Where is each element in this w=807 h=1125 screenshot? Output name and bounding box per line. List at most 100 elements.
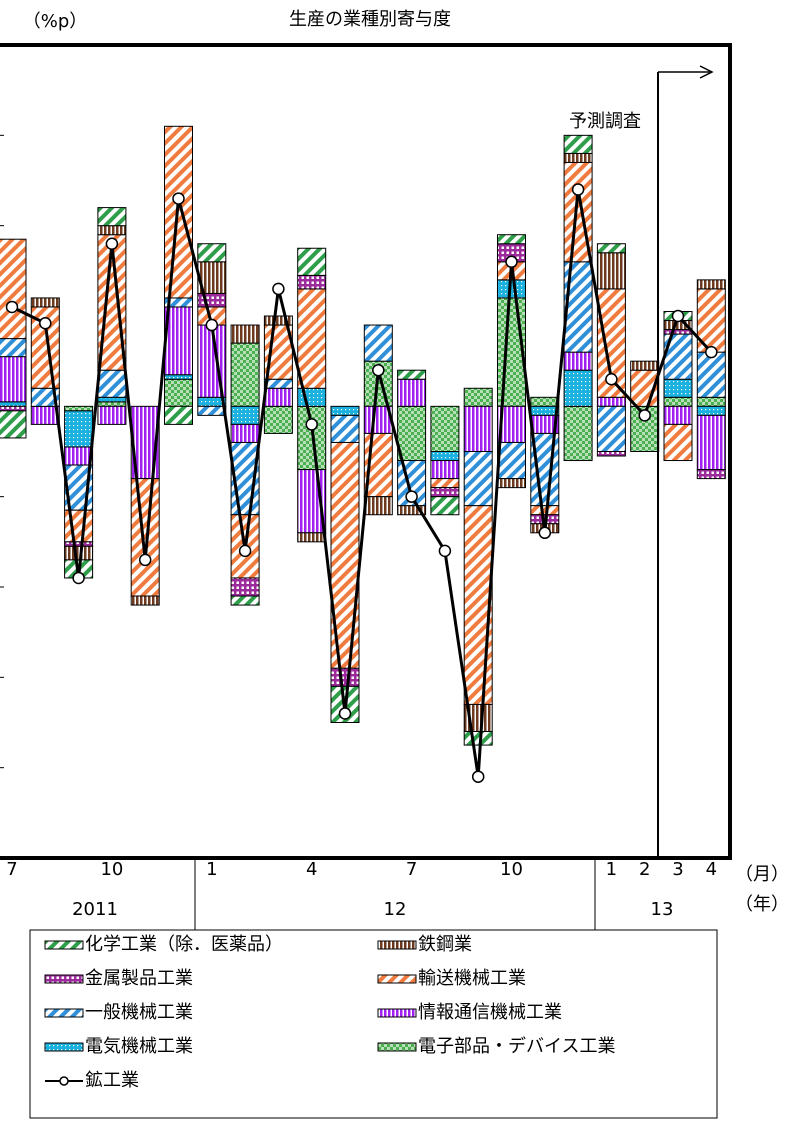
- bar-segment: [0, 405, 27, 412]
- bar-segment: [663, 378, 693, 398]
- bar-segment: [696, 414, 726, 471]
- line-point: [39, 316, 52, 330]
- bar-segment: [630, 360, 660, 371]
- bar-segment: [64, 446, 94, 466]
- line-point: [372, 363, 385, 377]
- bar-segment: [596, 252, 626, 290]
- bar-segment: [130, 595, 160, 606]
- bar-segment: [663, 396, 693, 407]
- legend-marker: [59, 1076, 69, 1086]
- legend-label: 輸送機械工業: [418, 968, 526, 989]
- year-unit: （年）: [735, 894, 789, 915]
- bar-segment: [263, 378, 293, 389]
- bar-segment: [230, 423, 260, 443]
- bar-segment: [197, 243, 227, 263]
- bar-segment: [530, 505, 560, 516]
- plot-area: [0, 125, 726, 783]
- bar-segment: [0, 410, 27, 439]
- bar-segment: [97, 396, 127, 403]
- bar-segment: [430, 460, 460, 480]
- line-point: [705, 345, 718, 359]
- bar-segment: [330, 414, 360, 443]
- bar-segment: [463, 405, 493, 453]
- x-tick-label: 7: [6, 859, 17, 880]
- legend-label: 電気機械工業: [85, 1036, 193, 1057]
- bar-segment: [430, 487, 460, 498]
- legend-label: 電子部品・デバイス工業: [418, 1036, 615, 1057]
- line-series: [11, 189, 713, 777]
- bar-segment: [263, 405, 293, 434]
- bar-segment: [530, 396, 560, 407]
- legend-swatch: [44, 1042, 84, 1052]
- legend-label: 鉄鋼業: [418, 934, 472, 955]
- annotation: 予測調査: [569, 111, 641, 132]
- bar-segment: [297, 405, 327, 471]
- bar-segment: [663, 423, 693, 462]
- bar-segment: [696, 405, 726, 416]
- x-tick-label: 10: [100, 859, 123, 880]
- bar-segment: [363, 324, 393, 362]
- bar-segment: [497, 234, 526, 245]
- legend-swatch: [377, 1008, 417, 1018]
- bar-segment: [97, 369, 127, 398]
- plot-frame: [0, 43, 732, 860]
- legend-label: 一般機械工業: [85, 1002, 193, 1023]
- bar-segment: [164, 405, 193, 425]
- legend-swatch: [44, 974, 84, 984]
- bar-segment: [164, 374, 193, 380]
- bar-segment: [397, 378, 427, 407]
- bar-segment: [30, 297, 60, 308]
- bar-segment: [64, 410, 94, 448]
- bar-segment: [463, 387, 493, 407]
- line-point: [638, 409, 651, 422]
- bar-segment: [97, 405, 127, 425]
- bar-segment: [430, 478, 460, 489]
- bar-segment: [0, 401, 27, 407]
- bar-segment: [563, 351, 593, 371]
- bar-segment: [230, 324, 260, 344]
- bar-segment: [297, 247, 327, 276]
- bar-segment: [297, 274, 327, 290]
- legend-label: 化学工業（除．医薬品）: [85, 934, 283, 955]
- line-point: [5, 300, 19, 314]
- year-label: 2011: [72, 899, 118, 920]
- line-point: [671, 309, 685, 323]
- x-unit: （月）: [735, 864, 789, 885]
- x-tick-label: 1: [206, 859, 217, 880]
- bar-segment: [563, 369, 593, 407]
- line-point: [238, 544, 252, 558]
- bar-segment: [630, 405, 660, 453]
- bar-segment: [397, 405, 427, 462]
- bar-segment: [230, 342, 260, 407]
- bar-segment: [0, 238, 27, 340]
- legend-swatch: [44, 1008, 84, 1018]
- bar-segment: [497, 441, 526, 480]
- legend-swatch: [377, 974, 417, 984]
- bar-segment: [230, 595, 260, 606]
- bar-segment: [64, 405, 94, 412]
- bar-segment: [97, 207, 127, 227]
- line-point: [305, 418, 318, 431]
- bar-segment: [330, 405, 360, 416]
- bar-segment: [463, 451, 493, 507]
- bar-segment: [563, 405, 593, 462]
- x-tick-label: 7: [406, 859, 417, 880]
- bar-segment: [64, 545, 94, 561]
- bar-segment: [663, 329, 693, 335]
- legend-swatch: [44, 940, 84, 950]
- y-unit: （%p）: [23, 11, 88, 32]
- line-point: [471, 770, 485, 783]
- line-point: [105, 237, 119, 250]
- bar-segment: [563, 134, 593, 154]
- legend-swatch: [377, 940, 417, 950]
- bar-segment: [197, 292, 227, 308]
- bar-segment: [230, 514, 260, 579]
- bar-segment: [297, 288, 327, 389]
- bar-segment: [230, 405, 260, 425]
- year-label: 13: [651, 899, 674, 920]
- bar-segment: [430, 496, 460, 516]
- bar-segment: [363, 496, 393, 516]
- x-tick-label: 3: [672, 859, 683, 880]
